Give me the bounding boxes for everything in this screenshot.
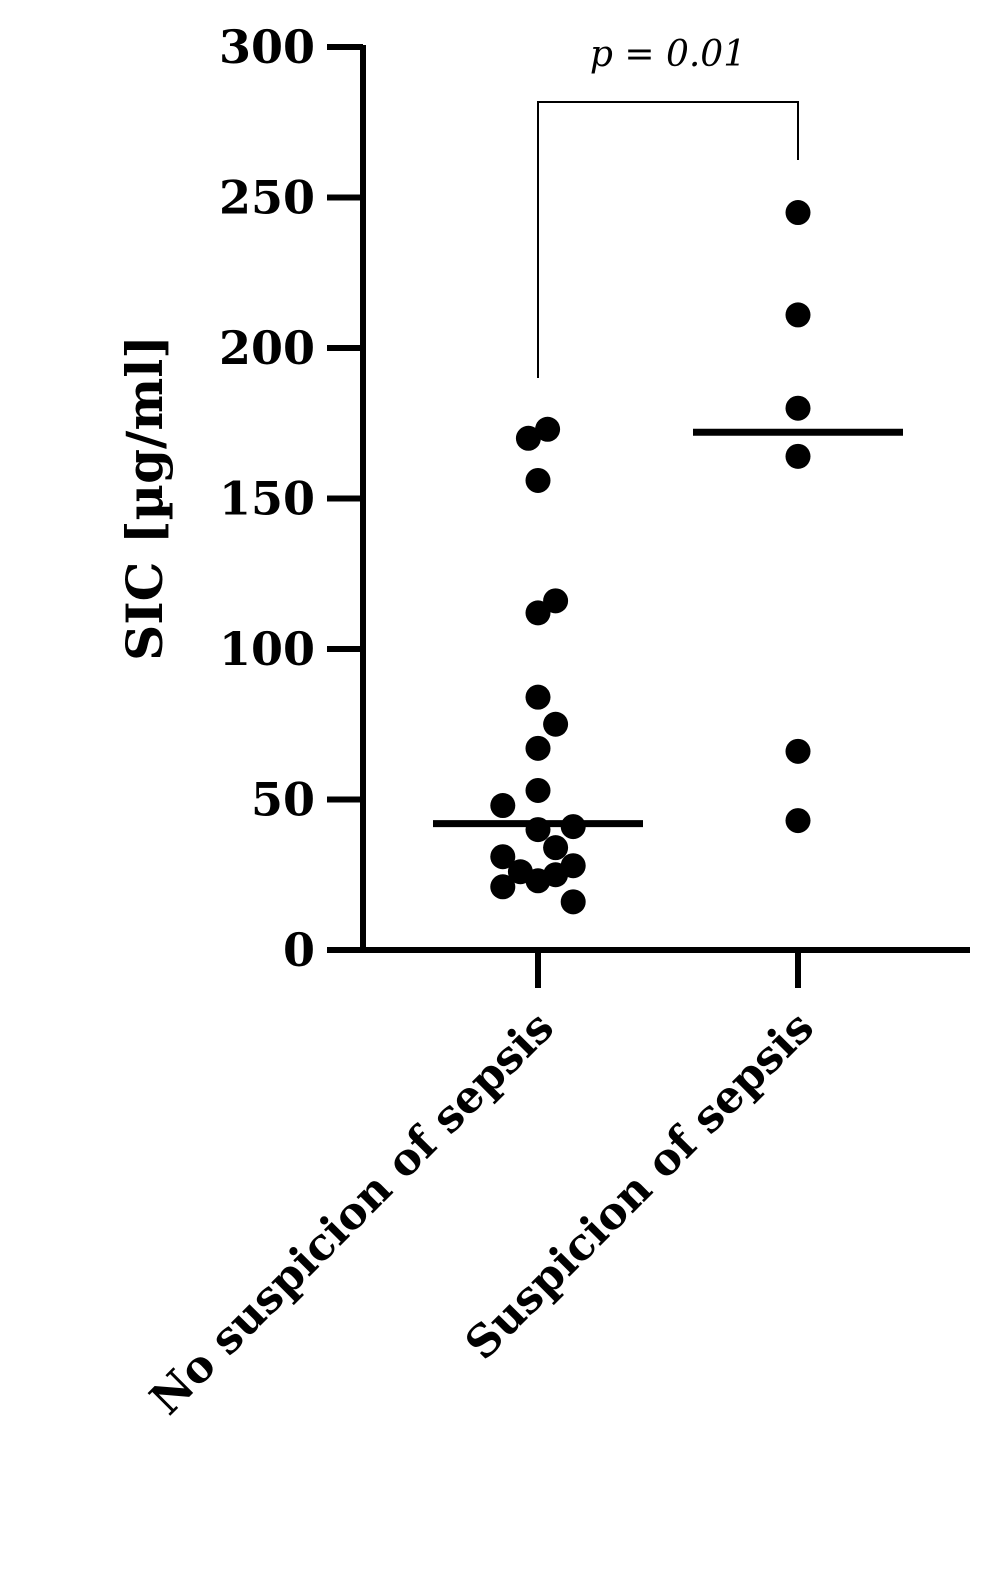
data-point xyxy=(543,862,569,888)
y-tick-label: 100 xyxy=(219,622,315,676)
data-point xyxy=(785,200,811,226)
data-points xyxy=(490,200,811,915)
bracket-line xyxy=(537,101,799,378)
y-axis-title: SIC [µg/ml] xyxy=(115,335,174,661)
data-point xyxy=(785,808,811,834)
y-tick-label: 150 xyxy=(219,472,315,526)
category-label: No suspicion of sepsis xyxy=(141,1002,564,1425)
data-point xyxy=(490,874,516,900)
labels: 0 50 100 150 200 250 300 SIC [µg/ml] No suspicio… xyxy=(115,20,824,1425)
data-point xyxy=(525,684,551,710)
y-tick-label: 200 xyxy=(219,321,315,375)
y-tick-label: 250 xyxy=(219,171,315,225)
data-point xyxy=(785,395,811,421)
data-point xyxy=(490,844,516,870)
median-lines xyxy=(433,428,903,828)
data-point xyxy=(543,835,569,861)
data-point xyxy=(515,425,541,451)
data-point xyxy=(560,889,586,915)
data-point xyxy=(785,302,811,328)
data-point xyxy=(543,711,569,737)
y-tick-label: 50 xyxy=(251,773,315,827)
data-point xyxy=(490,793,516,819)
data-point xyxy=(525,735,551,761)
data-point xyxy=(543,588,569,614)
data-point xyxy=(535,416,561,442)
axes xyxy=(327,44,970,988)
p-value-label: p = 0.01 xyxy=(590,34,746,75)
y-tick-label: 300 xyxy=(219,20,315,74)
data-point xyxy=(785,443,811,469)
y-tick-label: 0 xyxy=(283,923,315,977)
data-point xyxy=(785,738,811,764)
significance-bracket xyxy=(537,101,799,378)
data-point xyxy=(525,467,551,493)
data-point xyxy=(525,600,551,626)
data-point xyxy=(525,777,551,803)
